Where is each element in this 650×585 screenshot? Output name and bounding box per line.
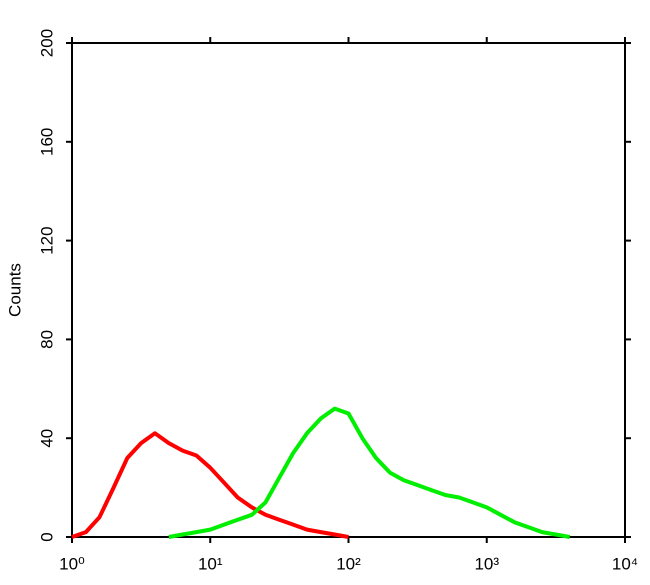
x-tick-label: 10³	[474, 554, 499, 573]
histogram-line	[71, 431, 349, 539]
y-tick-label: 120	[37, 226, 56, 254]
x-tick-label: 10⁴	[612, 554, 638, 573]
y-tick-label: 80	[37, 330, 56, 349]
plot-frame	[71, 42, 626, 538]
y-tick-label: 160	[37, 128, 56, 156]
y-axis-label: Counts	[5, 263, 24, 317]
x-tick-label: 10⁰	[59, 554, 85, 573]
x-tick-label: 10¹	[198, 554, 223, 573]
y-tick-label: 0	[37, 532, 56, 541]
y-tick-label: 200	[37, 29, 56, 57]
histogram-line	[168, 406, 571, 539]
x-tick-label: 10²	[336, 554, 361, 573]
y-tick-label: 40	[37, 429, 56, 448]
